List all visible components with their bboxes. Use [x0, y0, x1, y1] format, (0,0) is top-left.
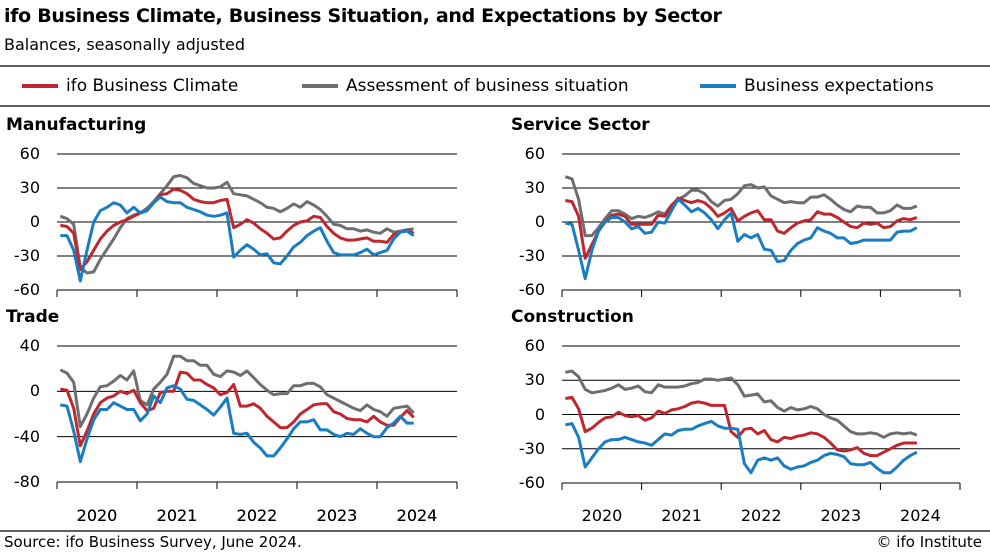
x-tick-label: 2020 — [76, 506, 118, 525]
legend-label: Assessment of business situation — [346, 76, 629, 96]
series-line-services-climate — [565, 196, 918, 260]
y-tick-label: 30 — [524, 178, 545, 197]
panel-title-trade: Trade — [6, 307, 60, 327]
legend-swatch-climate — [22, 84, 58, 88]
series-line-manufacturing-situation — [59, 174, 414, 275]
x-tick-label: 2022 — [236, 506, 278, 525]
y-tick-label: 60 — [19, 144, 40, 163]
y-tick-label: 60 — [524, 144, 545, 163]
chart-title: ifo Business Climate, Business Situation… — [4, 5, 722, 27]
series-line-construction-climate — [565, 395, 917, 458]
y-tick-label: -40 — [13, 426, 40, 446]
panel-title-services: Service Sector — [511, 115, 650, 135]
series-line-services-expectations — [565, 197, 918, 281]
x-tick-label: 2021 — [661, 506, 702, 525]
legend-item-expectations: Business expectations — [700, 76, 934, 96]
x-tick-label: 2020 — [76, 506, 118, 525]
x-tick-label: 2022 — [740, 506, 782, 525]
y-tick-label: 30 — [19, 178, 40, 197]
y-tick-label: -60 — [13, 280, 40, 299]
series-line-services-situation — [564, 175, 918, 238]
x-tick-label: 2024 — [396, 506, 438, 525]
y-tick-label: -30 — [518, 246, 545, 265]
series-line-construction-expectations — [565, 419, 918, 475]
x-tick-label: 2024 — [396, 506, 438, 525]
x-tick-label: 2021 — [156, 506, 198, 525]
y-tick-label: 0 — [534, 212, 545, 231]
x-tick-label: 2022 — [236, 506, 278, 525]
y-tick-label: 0 — [29, 212, 40, 231]
y-tick-label: 60 — [524, 336, 545, 355]
legend-item-climate: ifo Business Climate — [22, 76, 238, 96]
x-tick-label: 2024 — [900, 506, 941, 525]
y-tick-label: 40 — [19, 336, 40, 355]
series-line-manufacturing-expectations — [60, 195, 415, 283]
legend-swatch-situation — [302, 84, 338, 88]
series-line-construction-situation — [565, 369, 918, 439]
y-tick-label: -80 — [13, 472, 40, 491]
series-line-trade-expectations — [60, 384, 414, 464]
x-tick-label: 2023 — [316, 506, 358, 525]
legend-label: Business expectations — [744, 76, 934, 96]
x-tick-label: 2020 — [581, 506, 623, 525]
legend-item-situation: Assessment of business situation — [302, 76, 629, 96]
legend-label: ifo Business Climate — [66, 76, 239, 96]
x-tick-label: 2023 — [316, 506, 358, 525]
series-line-trade-situation — [59, 354, 415, 428]
x-tick-label: 2023 — [820, 506, 862, 525]
y-tick-label: 0 — [29, 381, 40, 401]
y-tick-label: 0 — [534, 404, 545, 424]
y-tick-label: -60 — [518, 280, 545, 299]
x-tick-label: 2021 — [156, 506, 198, 525]
legend-swatch-expectations — [700, 84, 736, 88]
panel-title-construction: Construction — [511, 307, 634, 327]
y-tick-label: -30 — [13, 246, 40, 265]
series-line-manufacturing-climate — [60, 187, 415, 272]
y-tick-label: -60 — [518, 473, 545, 492]
y-tick-label: 30 — [524, 370, 545, 390]
chart-subtitle: Balances, seasonally adjusted — [4, 35, 245, 54]
panel-title-manufacturing: Manufacturing — [6, 115, 147, 135]
series-line-trade-climate — [60, 370, 415, 448]
copyright-note: © ifo Institute — [876, 533, 982, 551]
y-tick-label: -30 — [518, 438, 545, 458]
source-note: Source: ifo Business Survey, June 2024. — [4, 533, 302, 551]
